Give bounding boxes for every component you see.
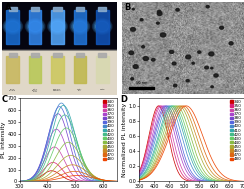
Text: Tetra-
hydro-
furan: Tetra- hydro- furan	[32, 89, 38, 92]
Circle shape	[142, 46, 144, 48]
Bar	[9, 53, 17, 57]
Circle shape	[172, 62, 176, 65]
Circle shape	[205, 66, 208, 69]
Circle shape	[49, 20, 66, 33]
Bar	[98, 7, 106, 11]
Bar	[53, 53, 61, 57]
Circle shape	[192, 62, 194, 64]
Circle shape	[211, 67, 213, 69]
Bar	[31, 53, 39, 57]
Bar	[73, 56, 86, 83]
Bar	[96, 56, 109, 83]
Legend: 340, 350, 360, 370, 380, 390, 400, 410, 420, 430, 440, 450, 460, 470, 480: 340, 350, 360, 370, 380, 390, 400, 410, …	[103, 100, 115, 162]
Circle shape	[160, 33, 166, 37]
Bar	[2, 50, 117, 94]
Bar	[53, 7, 61, 11]
Circle shape	[71, 20, 88, 33]
Bar	[76, 53, 84, 57]
Circle shape	[48, 19, 67, 34]
Text: Water: Water	[100, 89, 105, 90]
Bar	[51, 10, 64, 44]
Bar	[29, 56, 41, 83]
Bar	[6, 56, 19, 83]
Text: Cyclo-
hexane: Cyclo- hexane	[9, 89, 16, 91]
Text: C: C	[2, 95, 8, 104]
Circle shape	[73, 21, 87, 32]
Circle shape	[214, 74, 218, 77]
Text: Meth-
anol: Meth- anol	[77, 89, 83, 91]
Circle shape	[131, 28, 135, 31]
Circle shape	[25, 19, 45, 34]
Circle shape	[157, 22, 159, 24]
Circle shape	[157, 12, 162, 15]
Circle shape	[143, 57, 148, 60]
Text: Dichloro-
methane: Dichloro- methane	[53, 89, 62, 91]
Bar	[73, 10, 86, 44]
Circle shape	[140, 19, 143, 21]
Bar	[129, 87, 154, 89]
Circle shape	[229, 42, 233, 45]
Circle shape	[94, 20, 111, 33]
Bar	[51, 56, 64, 83]
Bar	[98, 53, 106, 57]
Circle shape	[133, 65, 138, 68]
Circle shape	[173, 84, 177, 87]
Circle shape	[132, 8, 134, 10]
Circle shape	[27, 20, 43, 33]
Circle shape	[186, 55, 191, 59]
Circle shape	[176, 9, 179, 11]
Circle shape	[92, 19, 112, 34]
Circle shape	[166, 77, 169, 79]
Text: D: D	[120, 95, 127, 104]
Bar	[96, 10, 109, 44]
Circle shape	[131, 78, 134, 80]
Bar	[29, 10, 41, 44]
Text: 50 nm: 50 nm	[136, 81, 147, 85]
Circle shape	[220, 26, 224, 29]
Circle shape	[157, 10, 161, 13]
Text: A: A	[5, 3, 11, 12]
Y-axis label: PL intensity: PL intensity	[1, 122, 6, 158]
Y-axis label: Normalized PL intensity: Normalized PL intensity	[122, 103, 127, 177]
Circle shape	[206, 5, 209, 8]
Bar	[6, 10, 19, 44]
Circle shape	[198, 51, 201, 53]
Circle shape	[6, 21, 20, 32]
Circle shape	[211, 86, 213, 88]
Bar	[9, 7, 17, 11]
Circle shape	[4, 20, 21, 33]
Circle shape	[3, 19, 22, 34]
Bar	[31, 7, 39, 11]
Circle shape	[29, 21, 42, 32]
Circle shape	[96, 21, 109, 32]
Bar	[76, 7, 84, 11]
Circle shape	[209, 52, 214, 56]
Legend: 340, 350, 360, 370, 380, 390, 400, 410, 420, 430, 440, 450, 460, 470, 480: 340, 350, 360, 370, 380, 390, 400, 410, …	[230, 100, 242, 162]
Text: B: B	[124, 3, 131, 12]
Circle shape	[51, 21, 64, 32]
Circle shape	[129, 51, 134, 55]
Circle shape	[152, 58, 155, 61]
Circle shape	[170, 50, 174, 53]
Circle shape	[70, 19, 90, 34]
Bar	[2, 2, 117, 50]
Circle shape	[186, 80, 189, 82]
